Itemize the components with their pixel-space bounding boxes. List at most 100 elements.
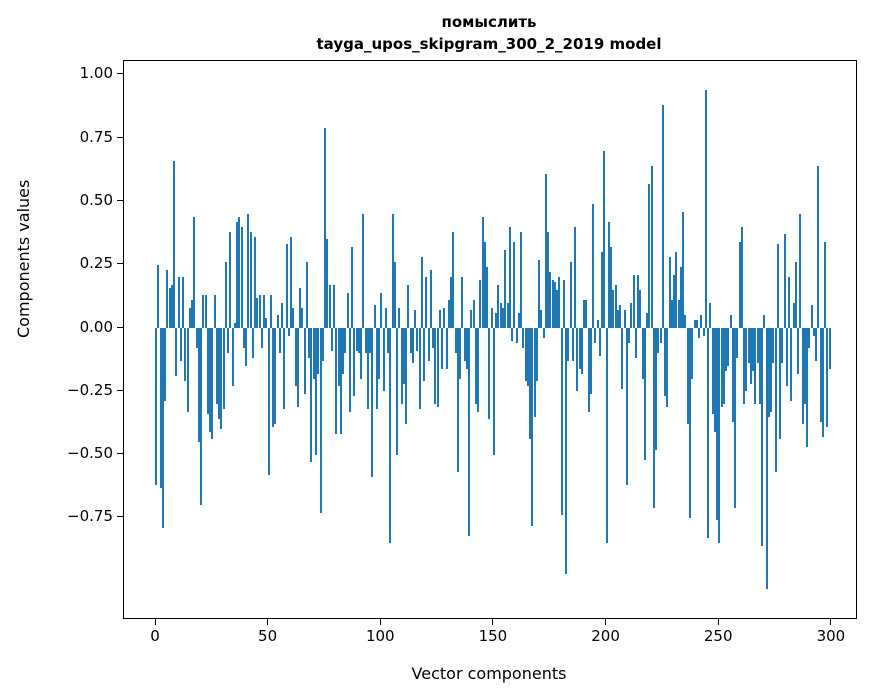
bar xyxy=(164,328,166,402)
bar xyxy=(718,328,721,544)
bar xyxy=(567,328,570,361)
bar xyxy=(231,328,234,387)
bar xyxy=(740,226,743,328)
bar xyxy=(785,328,788,387)
bar xyxy=(515,328,518,344)
bar xyxy=(247,214,250,328)
bar xyxy=(450,277,453,328)
bar xyxy=(348,328,351,412)
bar xyxy=(502,307,504,328)
bar xyxy=(776,244,779,328)
bar xyxy=(812,328,815,336)
bar xyxy=(319,328,322,513)
bar xyxy=(691,328,694,379)
bar xyxy=(731,328,734,422)
y-tick-mark xyxy=(117,516,123,518)
bar xyxy=(378,328,380,379)
bar xyxy=(240,226,243,328)
x-axis-label: Vector components xyxy=(411,664,567,683)
chart-title-block: помыслить tayga_upos_skipgram_300_2_2019… xyxy=(123,12,855,56)
bar xyxy=(576,328,579,392)
bar xyxy=(679,267,682,328)
bar xyxy=(281,302,284,328)
bar xyxy=(182,277,184,328)
bar xyxy=(535,328,538,382)
bar xyxy=(389,328,392,544)
bar xyxy=(517,312,520,328)
bar xyxy=(490,307,493,328)
bar xyxy=(749,328,752,384)
y-tick-mark xyxy=(117,389,123,391)
bar xyxy=(797,328,800,374)
bar xyxy=(752,328,754,371)
bar xyxy=(684,315,687,328)
bar xyxy=(808,328,811,349)
bar xyxy=(734,328,736,508)
bar xyxy=(425,277,428,328)
bar xyxy=(396,328,399,455)
bar xyxy=(677,300,680,328)
bar xyxy=(427,328,430,361)
bar xyxy=(806,328,809,447)
bar xyxy=(355,328,358,351)
y-tick-label: 1.00 xyxy=(79,64,113,83)
bar xyxy=(434,328,437,404)
x-tick-label: 50 xyxy=(258,627,278,645)
bar xyxy=(578,328,581,369)
y-tick-label: 0.50 xyxy=(79,190,113,209)
bar xyxy=(454,328,457,354)
bar xyxy=(391,214,394,328)
x-tick-label: 0 xyxy=(150,627,160,645)
bar xyxy=(763,315,766,328)
bar xyxy=(623,310,626,328)
bar xyxy=(283,328,286,409)
bar xyxy=(245,328,248,366)
bar xyxy=(468,328,471,536)
bar xyxy=(294,328,297,387)
bar xyxy=(195,328,198,349)
bar xyxy=(646,312,649,328)
bar xyxy=(779,328,782,440)
bar xyxy=(492,328,495,455)
bar xyxy=(236,221,239,328)
bar xyxy=(637,274,640,328)
bar xyxy=(411,328,414,364)
bar xyxy=(170,284,173,328)
bar xyxy=(382,328,385,392)
bar xyxy=(544,173,547,328)
bar xyxy=(242,328,245,349)
bar xyxy=(657,328,660,354)
bar xyxy=(269,295,272,328)
bar xyxy=(583,300,586,328)
bar xyxy=(659,328,662,344)
bar xyxy=(380,292,383,328)
bar xyxy=(292,307,295,328)
bar xyxy=(330,328,333,351)
bar xyxy=(619,305,622,328)
bar xyxy=(562,279,565,328)
bar xyxy=(504,249,507,328)
bar xyxy=(556,290,558,328)
bar xyxy=(799,214,802,328)
bar xyxy=(447,300,450,328)
bar xyxy=(204,295,207,328)
bar xyxy=(414,310,417,328)
x-tick-mark xyxy=(492,619,494,625)
y-tick-label: −0.50 xyxy=(67,444,113,463)
bar xyxy=(722,328,725,404)
bar xyxy=(168,287,171,328)
bar xyxy=(337,328,340,387)
bar xyxy=(161,328,164,528)
bar xyxy=(538,259,540,328)
bar xyxy=(375,328,378,409)
chart-subtitle: tayga_upos_skipgram_300_2_2019 model xyxy=(316,34,662,53)
bar xyxy=(670,300,673,328)
bar xyxy=(817,165,820,328)
bar xyxy=(369,328,371,354)
bar xyxy=(698,328,700,339)
bar xyxy=(200,328,203,506)
bar xyxy=(373,305,376,328)
bar xyxy=(673,274,676,328)
bar xyxy=(704,90,707,328)
bar xyxy=(707,328,709,539)
